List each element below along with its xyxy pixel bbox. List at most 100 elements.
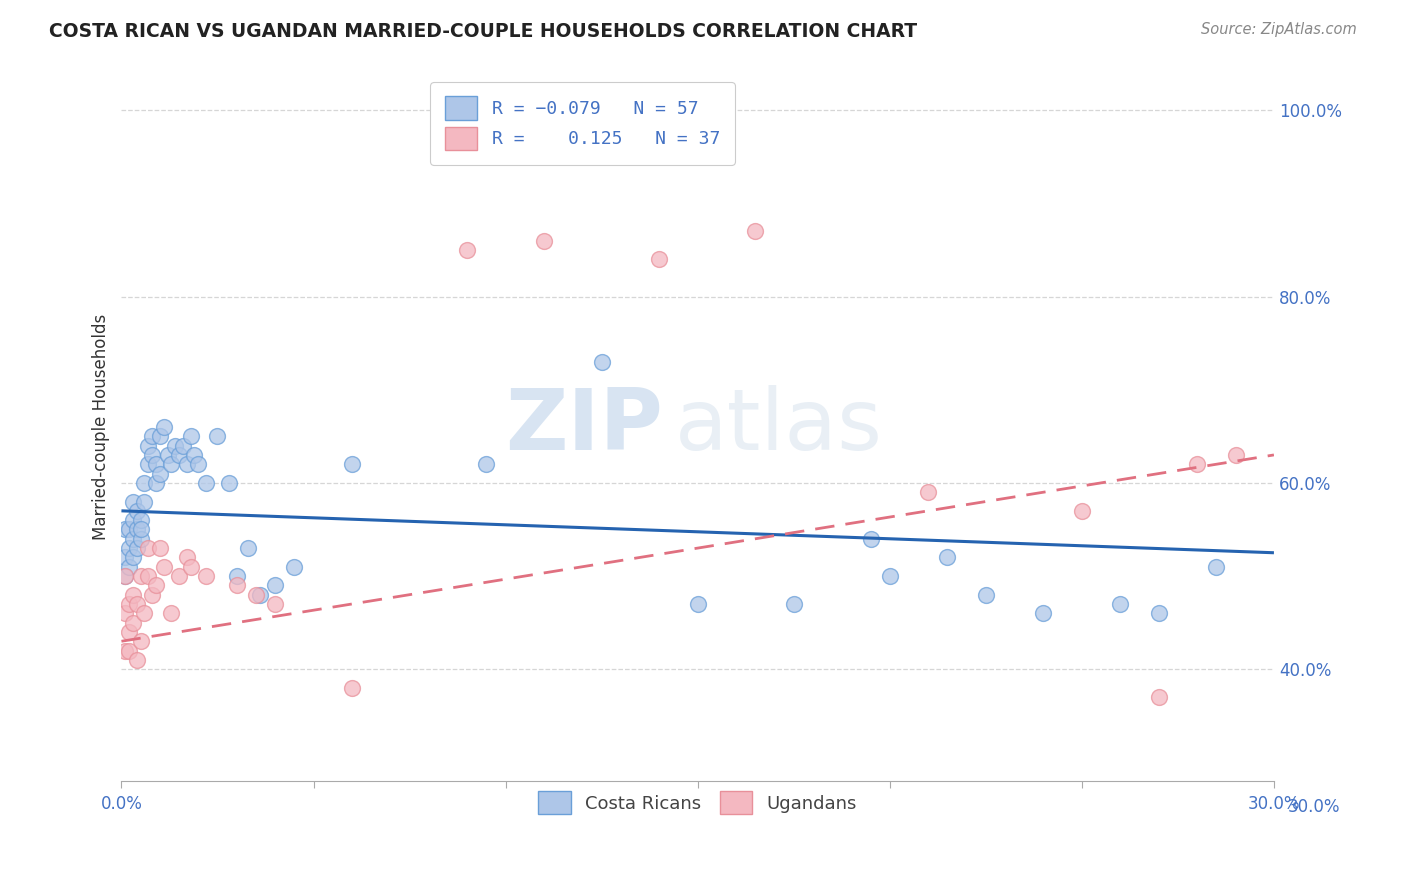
Point	[122, 588, 145, 602]
Point	[1147, 690, 1170, 705]
Point	[160, 457, 183, 471]
Point	[167, 448, 190, 462]
Point	[145, 578, 167, 592]
Point	[149, 541, 172, 555]
Point	[783, 597, 806, 611]
Point	[1032, 607, 1054, 621]
Point	[141, 448, 163, 462]
Text: COSTA RICAN VS UGANDAN MARRIED-COUPLE HOUSEHOLDS CORRELATION CHART: COSTA RICAN VS UGANDAN MARRIED-COUPLE HO…	[49, 22, 917, 41]
Point	[136, 541, 159, 555]
Point	[118, 523, 141, 537]
Point	[176, 457, 198, 471]
Point	[245, 588, 267, 602]
Point	[152, 559, 174, 574]
Point	[194, 475, 217, 490]
Point	[165, 439, 187, 453]
Point	[176, 550, 198, 565]
Point	[194, 569, 217, 583]
Point	[1109, 597, 1132, 611]
Point	[114, 643, 136, 657]
Point	[114, 569, 136, 583]
Point	[917, 485, 939, 500]
Point	[340, 681, 363, 695]
Point	[591, 355, 613, 369]
Point	[936, 550, 959, 565]
Point	[122, 550, 145, 565]
Point	[134, 494, 156, 508]
Point	[879, 569, 901, 583]
Text: Source: ZipAtlas.com: Source: ZipAtlas.com	[1201, 22, 1357, 37]
Point	[129, 569, 152, 583]
Point	[180, 429, 202, 443]
Point	[340, 457, 363, 471]
Point	[129, 634, 152, 648]
Point	[156, 448, 179, 462]
Point	[167, 569, 190, 583]
Y-axis label: Married-couple Households: Married-couple Households	[93, 314, 110, 541]
Point	[264, 578, 287, 592]
Point	[118, 597, 141, 611]
Point	[218, 475, 240, 490]
Point	[122, 615, 145, 630]
Point	[648, 252, 671, 267]
Point	[134, 607, 156, 621]
Point	[129, 523, 152, 537]
Point	[207, 429, 229, 443]
Point	[114, 550, 136, 565]
Point	[129, 532, 152, 546]
Point	[249, 588, 271, 602]
Point	[533, 234, 555, 248]
Point	[125, 541, 148, 555]
Point	[183, 448, 205, 462]
Text: 30.0%: 30.0%	[1288, 797, 1340, 815]
Point	[225, 569, 247, 583]
Point	[141, 588, 163, 602]
Text: ZIP: ZIP	[505, 385, 664, 468]
Point	[122, 532, 145, 546]
Point	[136, 439, 159, 453]
Point	[225, 578, 247, 592]
Point	[114, 523, 136, 537]
Point	[264, 597, 287, 611]
Point	[125, 597, 148, 611]
Point	[744, 224, 766, 238]
Point	[238, 541, 260, 555]
Point	[125, 653, 148, 667]
Point	[134, 475, 156, 490]
Point	[149, 429, 172, 443]
Point	[180, 559, 202, 574]
Point	[1147, 607, 1170, 621]
Point	[118, 559, 141, 574]
Point	[974, 588, 997, 602]
Point	[456, 243, 478, 257]
Point	[152, 420, 174, 434]
Point	[118, 624, 141, 639]
Point	[1205, 559, 1227, 574]
Point	[114, 569, 136, 583]
Point	[118, 643, 141, 657]
Point	[1070, 504, 1092, 518]
Point	[136, 569, 159, 583]
Point	[136, 457, 159, 471]
Text: atlas: atlas	[675, 385, 883, 468]
Point	[125, 523, 148, 537]
Point	[141, 429, 163, 443]
Point	[172, 439, 194, 453]
Point	[283, 559, 305, 574]
Point	[114, 607, 136, 621]
Point	[1225, 448, 1247, 462]
Point	[475, 457, 498, 471]
Point	[149, 467, 172, 481]
Point	[122, 513, 145, 527]
Legend: Costa Ricans, Ugandans: Costa Ricans, Ugandans	[527, 780, 868, 825]
Point	[1185, 457, 1208, 471]
Point	[686, 597, 709, 611]
Point	[859, 532, 882, 546]
Point	[160, 607, 183, 621]
Point	[118, 541, 141, 555]
Point	[145, 457, 167, 471]
Point	[187, 457, 209, 471]
Point	[129, 513, 152, 527]
Point	[145, 475, 167, 490]
Point	[122, 494, 145, 508]
